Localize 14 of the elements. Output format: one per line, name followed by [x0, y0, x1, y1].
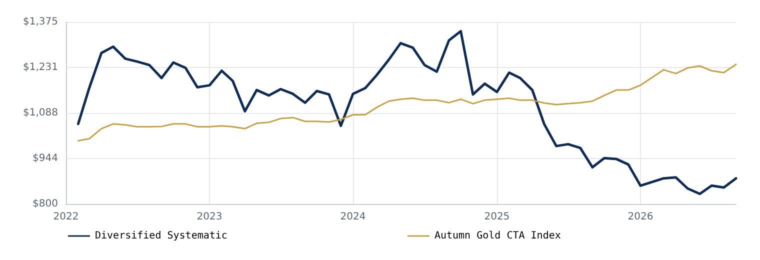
legend-label: Diversified Systematic — [95, 230, 228, 242]
y-tick-label: $1,088 — [23, 108, 58, 118]
x-tick-label: 2024 — [340, 212, 366, 222]
line-series — [76, 30, 738, 196]
legend-label: Autumn Gold CTA Index — [434, 230, 561, 242]
line-series — [77, 64, 737, 142]
x-tick-label: 2022 — [53, 212, 79, 222]
y-tick-label: $800 — [32, 198, 58, 210]
y-tick-label: $944 — [32, 153, 58, 164]
y-tick-label: $1,375 — [23, 16, 58, 28]
x-tick-label: 2025 — [484, 212, 510, 222]
y-tick-label: $1,231 — [23, 62, 58, 73]
x-tick-label: 2026 — [628, 212, 654, 222]
x-tick-label: 2023 — [196, 212, 222, 222]
